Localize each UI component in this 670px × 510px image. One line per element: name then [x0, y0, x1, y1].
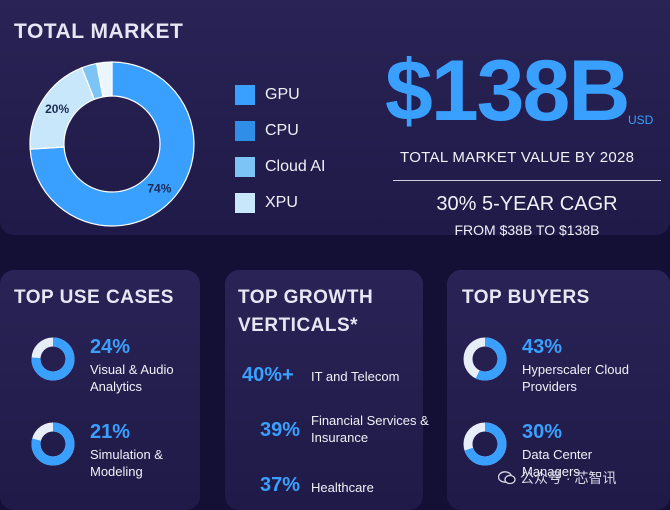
top-buyers-panel	[447, 270, 670, 510]
top-use-cases-title: TOP USE CASES	[14, 287, 174, 308]
top-use-cases-panel	[0, 270, 200, 510]
legend-swatch-cpu	[235, 121, 255, 141]
buyer-ring	[463, 422, 507, 466]
growth-description: Financial Services & Insurance	[311, 413, 429, 445]
ring-fill	[463, 422, 507, 466]
use-case-description: Visual & Audio Analytics	[90, 362, 174, 394]
buyer-percent: 30%	[522, 421, 563, 443]
legend-label: CPU	[265, 122, 299, 139]
buyer-description: Hyperscaler Cloud Providers	[522, 362, 629, 394]
legend-label: XPU	[265, 194, 298, 211]
legend-swatch-gpu	[235, 85, 255, 105]
growth-description: Healthcare	[311, 480, 374, 495]
title-line: TOP GROWTH	[238, 287, 374, 308]
donut-slice-label: 74%	[147, 181, 171, 195]
use-case-ring	[31, 337, 75, 381]
legend-item-gpu: GPU	[235, 77, 325, 113]
divider	[393, 180, 661, 181]
cagr-headline: 30% 5-YEAR CAGR	[436, 193, 618, 215]
ring-fill	[31, 337, 75, 381]
ring-fill	[463, 337, 507, 381]
growth-description: IT and Telecom	[311, 369, 400, 384]
legend-item-xpu: XPU	[235, 185, 325, 221]
legend-swatch-xpu	[235, 193, 255, 213]
top-growth-verticals-panel	[225, 270, 423, 510]
donut-slice-label: 20%	[45, 102, 69, 116]
growth-percent: 37%	[260, 474, 301, 496]
legend-item-cpu: CPU	[235, 113, 325, 149]
donut-slice-gpu	[29, 61, 195, 227]
total-market-title: TOTAL MARKET	[14, 20, 184, 43]
market-value-headline: $138B	[385, 43, 630, 139]
currency-label: USD	[628, 113, 654, 127]
cagr-block: 30% 5-YEAR CAGR FROM $38B TO $138B	[393, 193, 661, 238]
watermark: 公众号 · 芯智讯	[498, 468, 616, 488]
title-line: VERTICALS*	[238, 315, 359, 336]
use-case-item: 24% Visual & Audio Analytics	[30, 336, 200, 395]
growth-percent: 40%+	[242, 364, 294, 386]
use-case-percent: 21%	[90, 421, 131, 443]
market-value-caption: TOTAL MARKET VALUE BY 2028	[400, 149, 635, 166]
ring-fill	[31, 422, 75, 466]
donut-slice-xpu	[95, 61, 113, 98]
buyer-item: 43% Hyperscaler Cloud Providers	[462, 336, 632, 395]
buyer-percent: 43%	[522, 336, 563, 358]
use-case-percent: 24%	[90, 336, 131, 358]
top-growth-verticals-title: TOP GROWTH VERTICALS*	[238, 284, 373, 340]
use-case-description: Simulation & Modeling	[90, 447, 163, 479]
watermark-text: 公众号 · 芯智讯	[520, 470, 617, 486]
legend-item-cloud-ai: Cloud AI	[235, 149, 325, 185]
wechat-icon	[498, 471, 516, 485]
buyer-item: 30% Data Center Managers	[462, 421, 632, 480]
donut-legend: GPU CPU Cloud AI XPU	[235, 77, 325, 221]
legend-swatch-cloud-ai	[235, 157, 255, 177]
market-share-donut-chart: 74% 20%	[29, 61, 195, 227]
buyer-ring	[463, 337, 507, 381]
top-buyers-title: TOP BUYERS	[462, 287, 590, 308]
growth-percent: 39%	[260, 419, 301, 441]
use-case-ring	[31, 422, 75, 466]
legend-label: GPU	[265, 86, 300, 103]
buyer-description: Data Center Managers	[522, 447, 593, 479]
cagr-range: FROM $38B TO $138B	[454, 222, 600, 238]
use-case-item: 21% Simulation & Modeling	[30, 421, 200, 480]
legend-label: Cloud AI	[265, 158, 326, 175]
